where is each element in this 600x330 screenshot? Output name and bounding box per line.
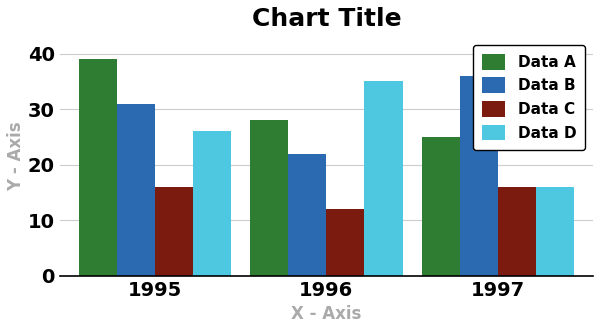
Legend: Data A, Data B, Data C, Data D: Data A, Data B, Data C, Data D — [473, 45, 586, 150]
X-axis label: X - Axis: X - Axis — [291, 305, 362, 323]
Bar — [155, 187, 193, 276]
Bar — [364, 82, 403, 276]
Y-axis label: Y - Axis: Y - Axis — [7, 121, 25, 191]
Bar — [422, 137, 460, 276]
Bar — [193, 131, 231, 276]
Bar — [460, 76, 498, 276]
Bar — [498, 187, 536, 276]
Bar — [536, 187, 574, 276]
Bar — [250, 120, 288, 276]
Bar — [288, 153, 326, 276]
Title: Chart Title: Chart Title — [251, 7, 401, 31]
Bar — [79, 59, 117, 276]
Bar — [326, 209, 364, 276]
Bar — [117, 104, 155, 276]
